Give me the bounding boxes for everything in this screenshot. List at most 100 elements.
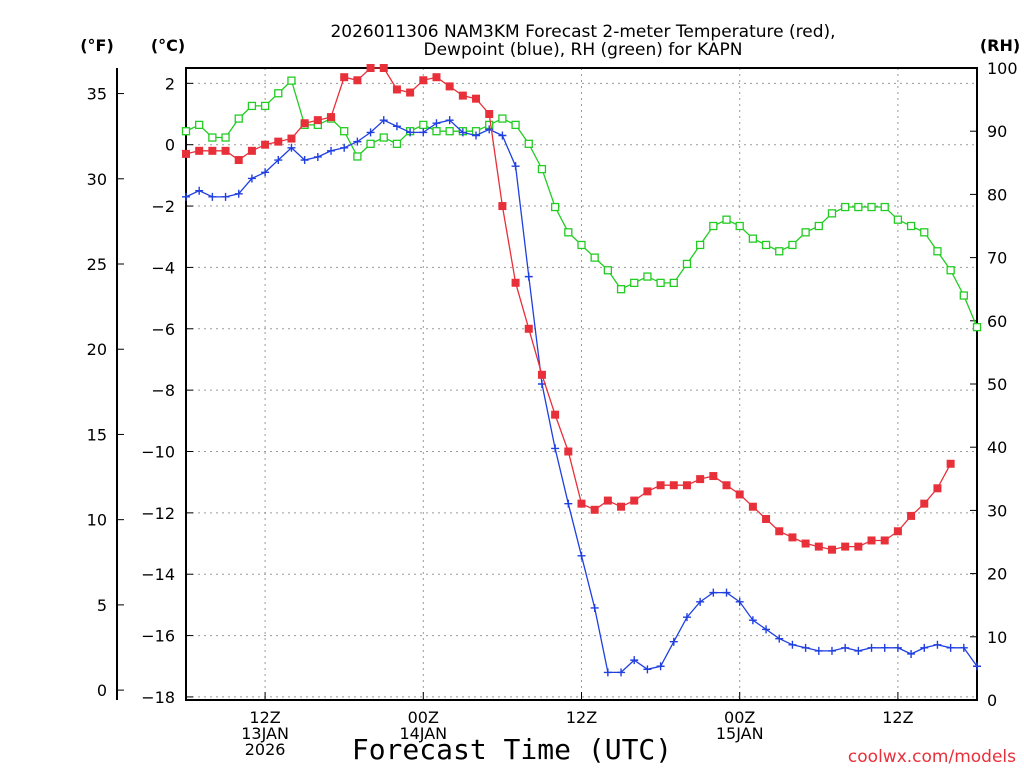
rh-series: [181, 76, 982, 332]
celsius-tick-label: −14: [141, 565, 175, 584]
rh-point: [392, 139, 402, 148]
rh-point: [195, 120, 204, 130]
dewpoint-point: [182, 192, 190, 201]
temperature-point: [630, 496, 639, 505]
rh-point: [353, 152, 362, 161]
dewpoint-point: [841, 643, 850, 652]
temperature-point: [406, 88, 415, 97]
temperature-point: [287, 134, 296, 143]
x-tick-label: 12Z: [249, 708, 280, 727]
dewpoint-point: [946, 643, 955, 652]
dewpoint-point: [511, 162, 520, 171]
dewpoint-point: [682, 613, 691, 622]
temperature-point: [854, 542, 863, 551]
rh-point: [669, 278, 678, 288]
dewpoint-point: [656, 662, 665, 671]
rh-point: [603, 266, 613, 275]
celsius-tick-label: −6: [151, 320, 175, 339]
temperature-point: [353, 76, 362, 85]
rh-tick-label: 40: [987, 438, 1007, 457]
temperature-point: [775, 527, 784, 536]
dewpoint-point: [893, 643, 902, 652]
dewpoint-point: [643, 665, 652, 674]
temperature-point: [867, 536, 876, 545]
x-tick-label: 12Z: [566, 708, 597, 727]
fahrenheit-tick-label: 0: [97, 681, 107, 700]
dewpoint-point: [195, 186, 204, 195]
temperature-point: [366, 64, 375, 72]
temperature-point: [827, 545, 836, 554]
temperature-point: [472, 94, 481, 103]
rh-tick-label: 60: [987, 312, 1007, 331]
rh-point: [511, 120, 520, 130]
temperature-point: [551, 410, 560, 419]
temperature-point: [762, 514, 771, 523]
rh-point: [260, 101, 270, 111]
dewpoint-point: [577, 551, 586, 560]
rh-point: [946, 266, 955, 275]
celsius-tick-label: −8: [151, 381, 175, 400]
rh-point: [366, 139, 375, 148]
dewpoint-point: [247, 174, 256, 183]
dewpoint-point: [472, 131, 481, 140]
temperature-point: [841, 542, 850, 551]
dewpoint-point: [419, 128, 428, 137]
temperature-point: [920, 499, 929, 508]
rh-point: [656, 278, 665, 288]
dewpoint-point: [748, 616, 757, 625]
x-tick-label: 12Z: [882, 708, 913, 727]
dewpoint-point: [867, 643, 876, 652]
rh-point: [959, 291, 968, 300]
rh-point: [814, 221, 823, 231]
celsius-tick-label: −18: [141, 688, 175, 707]
dewpoint-point: [709, 588, 718, 597]
rh-point: [247, 101, 257, 111]
rh-point: [537, 164, 547, 174]
dewpoint-point: [406, 128, 415, 137]
dewpoint-point: [880, 643, 889, 652]
dewpoint-point: [274, 156, 283, 165]
dewpoint-point: [261, 168, 270, 177]
dewpoint-point: [735, 597, 744, 606]
rh-point: [775, 247, 784, 256]
temperature-point: [682, 481, 691, 490]
rh-point: [181, 127, 191, 136]
rh-tick-label: 0: [987, 691, 997, 710]
x-axis-label: Forecast Time (UTC): [352, 733, 672, 766]
chart-title-line1: 2026011306 NAM3KM Forecast 2-meter Tempe…: [330, 22, 835, 42]
fahrenheit-tick-label: 25: [87, 255, 107, 274]
rh-point: [920, 228, 929, 237]
dewpoint-point: [432, 119, 441, 128]
rh-point: [893, 215, 903, 224]
celsius-tick-label: 0: [165, 136, 175, 155]
dewpoint-point: [933, 640, 942, 649]
rh-point: [906, 221, 916, 231]
x-tick-label: 00Z: [408, 708, 439, 727]
dewpoint-point: [814, 646, 823, 655]
rh-axis-label: (RH): [980, 36, 1020, 55]
temperature-point: [748, 502, 757, 511]
rh-point: [221, 133, 230, 142]
temperature-point: [182, 149, 190, 158]
temperature-point: [195, 146, 204, 155]
dewpoint-point: [827, 646, 836, 655]
celsius-tick-label: 2: [165, 74, 175, 93]
dewpoint-point: [603, 668, 612, 677]
temperature-point: [234, 156, 243, 165]
temperature-point: [893, 527, 902, 536]
temperature-point: [669, 481, 678, 490]
dewpoint-point: [287, 143, 296, 152]
rh-tick-label: 20: [987, 565, 1007, 584]
dewpoint-point: [775, 634, 784, 643]
rh-tick-label: 30: [987, 501, 1007, 520]
temperature-point: [537, 370, 546, 379]
rh-point: [524, 139, 533, 148]
temperature-point: [261, 140, 270, 149]
temperature-point: [379, 64, 388, 72]
fahrenheit-tick-label: 20: [87, 340, 107, 359]
rh-tick-label: 80: [987, 185, 1007, 204]
temperature-point: [340, 73, 349, 82]
fahrenheit-axis-label: (°F): [80, 36, 114, 55]
dewpoint-point: [208, 192, 217, 201]
rh-point: [696, 240, 705, 250]
